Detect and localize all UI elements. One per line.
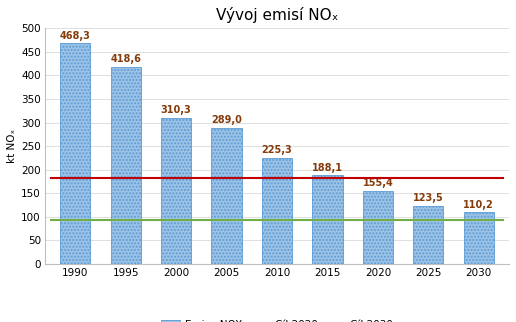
Text: 310,3: 310,3 <box>161 105 191 115</box>
Y-axis label: kt NOₓ: kt NOₓ <box>7 129 17 163</box>
Text: 155,4: 155,4 <box>363 178 393 188</box>
Legend: Emise NOX, Cíl 2020, Cíl 2030: Emise NOX, Cíl 2020, Cíl 2030 <box>157 316 397 322</box>
Text: 225,3: 225,3 <box>262 146 293 156</box>
Bar <box>413 206 443 264</box>
Bar <box>312 175 343 264</box>
Title: Vývoj emisí NOₓ: Vývoj emisí NOₓ <box>216 7 338 23</box>
Text: 123,5: 123,5 <box>413 194 444 204</box>
Text: 188,1: 188,1 <box>312 163 343 173</box>
Bar <box>212 128 241 264</box>
Text: 418,6: 418,6 <box>110 54 141 64</box>
Bar <box>60 43 90 264</box>
Bar <box>161 118 191 264</box>
Bar <box>363 191 393 264</box>
Bar <box>262 158 292 264</box>
Bar <box>464 212 494 264</box>
Bar <box>110 67 141 264</box>
Text: 110,2: 110,2 <box>463 200 494 210</box>
Text: 468,3: 468,3 <box>60 31 91 41</box>
Text: 289,0: 289,0 <box>211 115 242 125</box>
